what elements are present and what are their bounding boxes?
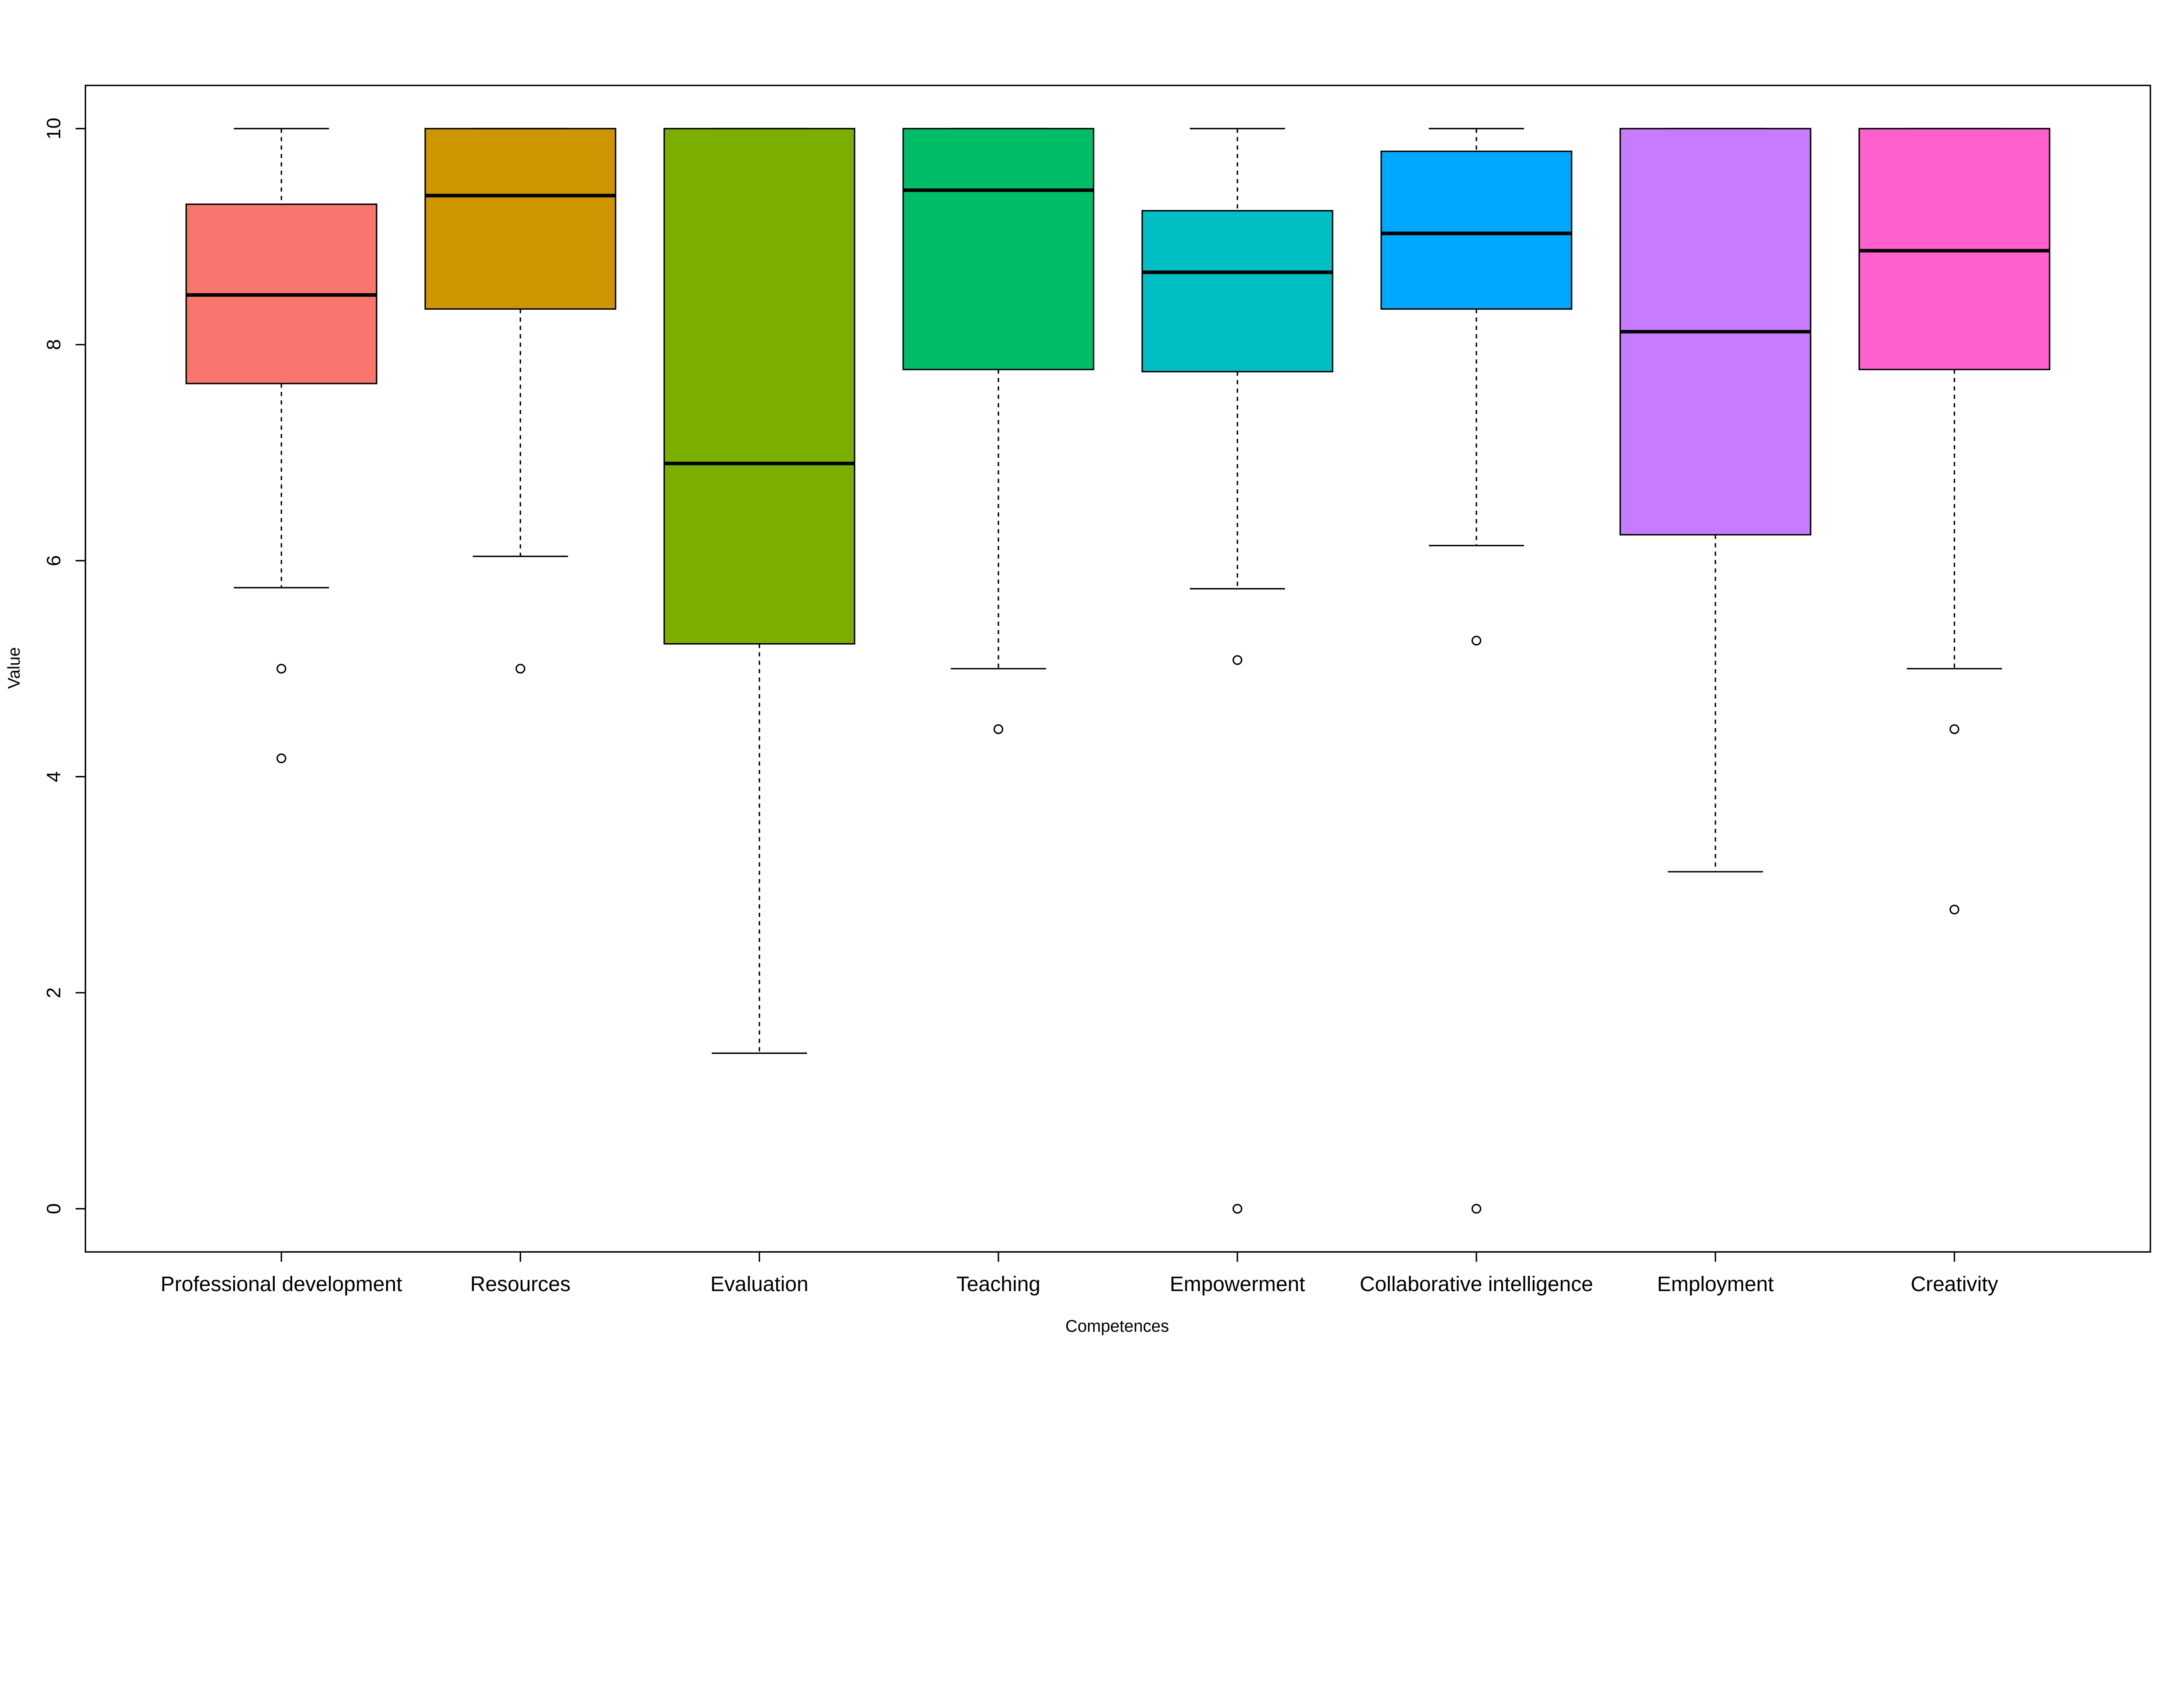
- x-axis-label: Competences: [1065, 1317, 1169, 1336]
- outlier-point: [1471, 1204, 1482, 1214]
- box-teaching: [902, 128, 1095, 371]
- y-tick-label: 4: [42, 771, 65, 782]
- outlier-point: [276, 753, 287, 763]
- outlier-point: [515, 664, 525, 674]
- chart-marks: 0 2 4 6 8 10 Professional development Resources…: [42, 118, 2050, 1296]
- outlier-point: [276, 664, 287, 674]
- outlier-point: [1232, 1204, 1243, 1214]
- outlier-point: [1471, 635, 1482, 646]
- outlier-point: [993, 724, 1003, 734]
- outlier-point: [1949, 724, 1959, 734]
- x-tick-label: Teaching: [957, 1272, 1040, 1296]
- x-tick-label: Evaluation: [710, 1272, 808, 1296]
- box-collaborative-intelligence: [1380, 150, 1572, 310]
- outlier-point: [1232, 655, 1243, 665]
- x-tick-label: Empowerment: [1170, 1272, 1305, 1296]
- y-tick-label: 10: [42, 118, 65, 139]
- y-tick-label: 2: [42, 987, 65, 998]
- x-tick-label: Resources: [470, 1272, 571, 1296]
- y-tick-label: 6: [42, 555, 65, 566]
- y-axis-label: Value: [5, 647, 24, 689]
- x-tick-label: Professional development: [161, 1272, 402, 1296]
- outlier-point: [1949, 904, 1959, 914]
- x-tick-label: Employment: [1657, 1272, 1774, 1296]
- box-resources: [424, 128, 616, 310]
- box-evaluation: [663, 128, 856, 645]
- x-tick-label: Creativity: [1911, 1272, 1998, 1296]
- x-tick-label: Collaborative intelligence: [1360, 1272, 1593, 1296]
- y-tick-label: 8: [42, 339, 65, 350]
- y-tick-label: 0: [42, 1203, 65, 1214]
- box-empowerment: [1141, 210, 1334, 373]
- plot-frame: [84, 84, 2151, 1253]
- boxplot-chart: 0 2 4 6 8 10 Professional development Resources…: [5, 84, 2151, 1336]
